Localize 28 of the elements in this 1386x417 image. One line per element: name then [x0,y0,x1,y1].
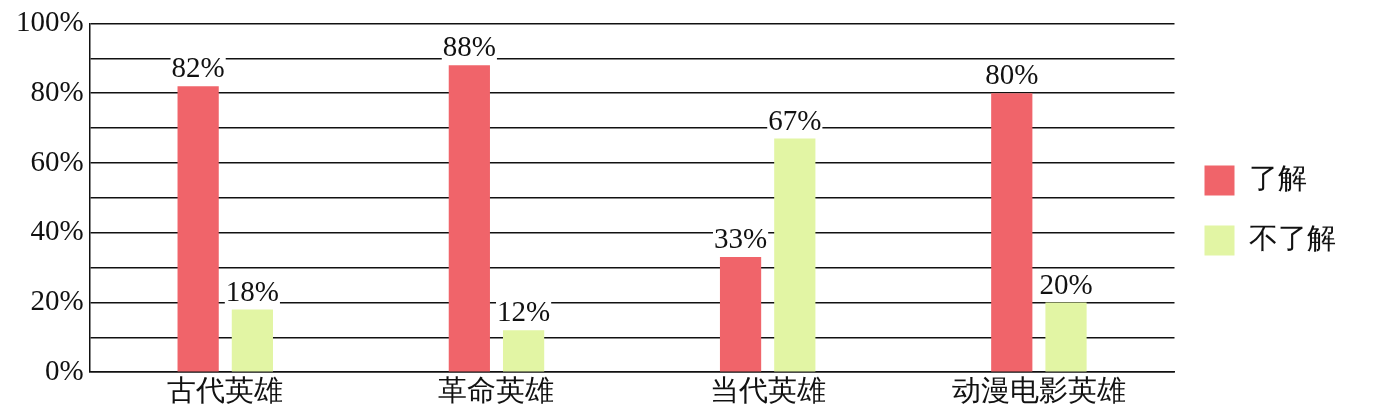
bar [231,309,273,372]
data-label: 33% [713,222,768,255]
y-tick-label: 20% [30,284,84,317]
bar [177,86,219,372]
data-label: 20% [1039,267,1093,300]
y-tick-label: 60% [30,144,84,177]
data-label: 80% [985,58,1039,91]
y-tick-label: 40% [30,214,84,247]
data-label: 18% [225,274,279,307]
y-tick-label: 80% [30,74,84,107]
x-tick-label: 动漫电影英雄 [951,374,1126,407]
bar [991,93,1033,372]
y-tick-label: 0% [44,353,84,386]
data-label: 67% [768,103,822,136]
data-label: 88% [442,30,496,63]
bar [719,257,762,372]
data-label: 82% [171,51,225,84]
bar [774,138,816,372]
x-tick-label: 革命英雄 [438,374,555,407]
legend-label: 了解 [1249,162,1307,195]
x-tick-label: 当代英雄 [709,374,826,407]
bar [1045,302,1087,372]
legend-label: 不了解 [1249,222,1336,255]
bar [448,65,490,372]
bar [502,330,545,372]
y-tick-label: 100% [15,5,84,38]
x-tick-label: 古代英雄 [167,374,284,407]
data-label: 12% [497,295,551,328]
